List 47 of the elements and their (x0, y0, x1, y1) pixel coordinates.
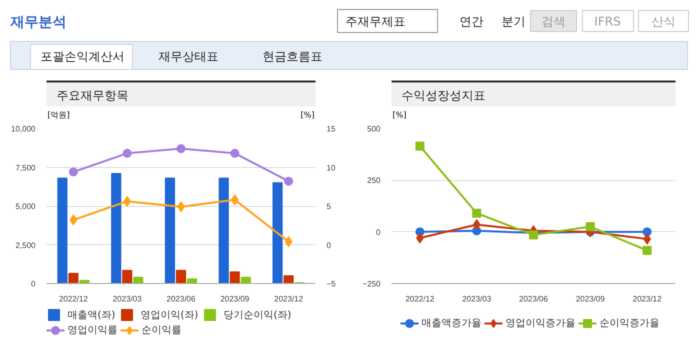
x-tick-label: 2023/12 (632, 294, 662, 304)
y-tick-label: 0 (376, 228, 382, 237)
x-tick-label: 2023/03 (112, 294, 142, 304)
chart-title: 주요재무항목 (56, 88, 128, 102)
y-tick-label: 0 (31, 280, 36, 288)
y2-tick-label: 10 (326, 163, 336, 172)
y-axis-title: [억원] (48, 110, 70, 120)
x-tick-label: 2023/09 (220, 294, 250, 304)
y-tick-label: 10,000 (11, 124, 36, 134)
text: 재무상태표 (158, 50, 218, 64)
y2-tick-label: −5 (326, 280, 336, 288)
legend-label: 순이익률 (142, 325, 182, 336)
text: 산식 (652, 14, 676, 28)
legend-label: 당기순이익(좌) (224, 310, 292, 321)
y-tick-label: −250 (362, 280, 382, 288)
y2-tick-label: 15 (326, 124, 336, 134)
y-axis-title: [%] (392, 110, 406, 120)
legend-label: 매출액(좌) (68, 310, 116, 321)
text: 현금흐름표 (262, 50, 322, 64)
text: 주재무제표 (346, 14, 406, 28)
x-tick-label: 2022/12 (405, 294, 435, 304)
x-tick-label: 2023/06 (519, 294, 549, 304)
x-tick-label: 2023/03 (462, 294, 492, 304)
legend-label: 영업이익(좌) (140, 310, 198, 321)
text: 분기 (502, 14, 526, 28)
legend-label: 매출액증가율 (422, 318, 482, 329)
text: 포괄손익계산서 (40, 50, 124, 64)
legend-label: 영업이익률 (68, 325, 118, 336)
y-tick-label: 250 (367, 176, 382, 186)
text: 연간 (460, 14, 484, 28)
legend-label: 영업이익증가율 (506, 318, 576, 329)
y2-tick-label: 5 (326, 202, 332, 211)
x-tick-label: 2023/12 (274, 294, 304, 304)
y2-tick-label: 0 (326, 240, 332, 250)
x-tick-label: 2022/12 (58, 294, 88, 304)
text: IFRS (594, 14, 621, 28)
y-tick-label: 500 (367, 124, 382, 134)
y2-axis-title: [%] (300, 110, 314, 120)
y-tick-label: 7,500 (15, 163, 36, 172)
text: 재무분석 (10, 14, 66, 30)
text: 검색 (542, 14, 566, 28)
y-tick-label: 2,500 (15, 240, 36, 250)
x-tick-label: 2023/09 (576, 294, 606, 304)
legend-label: 순이익증가율 (600, 318, 660, 329)
x-tick-label: 2023/06 (166, 294, 196, 304)
chart-title: 수익성장성지표 (402, 88, 486, 102)
y-tick-label: 5,000 (15, 202, 36, 211)
